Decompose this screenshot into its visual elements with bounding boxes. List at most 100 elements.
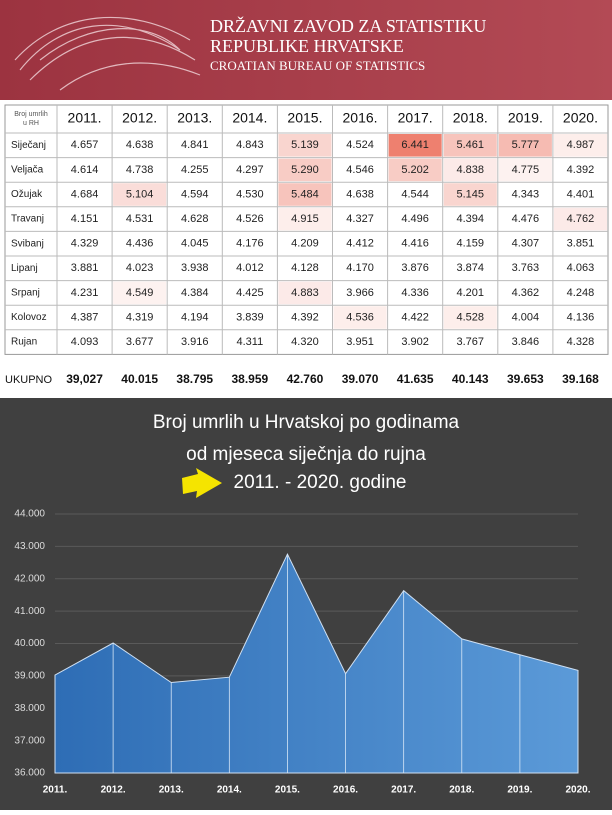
table-cell: 4.684 <box>71 188 99 200</box>
table-cell: 4.476 <box>512 213 540 225</box>
row-header: Rujan <box>11 337 37 348</box>
table: Broj umrlih u RH 2011. 2012. 2013. 2014. 2015.… <box>4 104 609 386</box>
table-cell: 4.915 <box>291 213 319 225</box>
table-cell: 4.412 <box>346 238 374 250</box>
cell-shade <box>443 183 497 206</box>
table-cell: 3.839 <box>236 311 264 323</box>
table-cell: 5.104 <box>126 188 154 200</box>
table-cell: 5.461 <box>456 139 484 151</box>
table-border <box>4 104 609 355</box>
row-header: Lipanj <box>11 263 38 274</box>
plot: 36.000 37.000 38.000 39.000 40.000 41.000 42.0… <box>14 509 590 796</box>
row-header: Veljača <box>11 165 44 176</box>
total-cell: 39.168 <box>562 372 599 386</box>
column-header: 2020. <box>563 110 598 126</box>
table-cell: 4.387 <box>71 311 99 323</box>
x-tick-label: 2020. <box>565 785 590 796</box>
table-cell: 4.392 <box>291 311 319 323</box>
table-cell: 4.045 <box>181 238 209 250</box>
table-cell: 4.526 <box>236 213 264 225</box>
table-cell: 4.023 <box>126 262 154 274</box>
table-cell: 4.841 <box>181 139 209 151</box>
row-header: Ožujak <box>11 189 43 200</box>
table-cell: 3.902 <box>401 336 429 348</box>
cell-shade <box>443 134 497 157</box>
table-cell: 5.202 <box>401 164 429 176</box>
corner-label: u RH <box>23 120 39 127</box>
table-cell: 4.320 <box>291 336 319 348</box>
table-cell: 4.136 <box>567 311 595 323</box>
table-cell: 4.775 <box>512 164 540 176</box>
table-cell: 4.496 <box>401 213 429 225</box>
cell-shade <box>278 134 332 157</box>
table-cell: 4.311 <box>236 336 263 348</box>
cell-shade <box>333 306 387 329</box>
total-label: UKUPNO <box>5 374 53 386</box>
cell-shade <box>278 158 332 182</box>
table-cell: 4.159 <box>456 238 484 250</box>
total-cell: 39,027 <box>66 372 103 386</box>
table-cell: 5.139 <box>291 139 319 151</box>
table-cell: 4.329 <box>71 238 99 250</box>
table-cell: 4.425 <box>236 287 264 299</box>
x-tick-label: 2014. <box>217 785 242 796</box>
table-cell: 4.392 <box>567 164 595 176</box>
table-cell: 4.883 <box>291 287 319 299</box>
y-tick-label: 41.000 <box>14 606 45 617</box>
column-header: 2016. <box>343 110 378 126</box>
column-header: 2017. <box>398 110 433 126</box>
table-cell: 3.763 <box>512 262 540 274</box>
x-tick-label: 2017. <box>391 785 416 796</box>
x-tick-label: 2019. <box>507 785 532 796</box>
column-header: 2012. <box>122 110 157 126</box>
table-cell: 4.209 <box>291 238 319 250</box>
y-tick-label: 40.000 <box>14 638 45 649</box>
table-cell: 4.151 <box>71 213 99 225</box>
table-cell: 4.297 <box>236 164 264 176</box>
table-cell: 4.012 <box>236 262 264 274</box>
x-tick-label: 2012. <box>101 785 126 796</box>
table-cell: 3.851 <box>567 238 595 250</box>
x-tick-label: 2018. <box>449 785 474 796</box>
table-cell: 5.145 <box>456 188 484 200</box>
table-cell: 4.638 <box>346 188 374 200</box>
table-cell: 4.987 <box>567 139 595 151</box>
table-cell: 3.938 <box>181 262 209 274</box>
table-cell: 6.441 <box>401 139 429 151</box>
table-cell: 4.248 <box>567 287 595 299</box>
cell-shade <box>388 134 442 157</box>
table-cell: 4.394 <box>456 213 484 225</box>
x-tick-label: 2015. <box>275 785 300 796</box>
table-cell: 4.176 <box>236 238 264 250</box>
table-cell: 4.170 <box>346 262 374 274</box>
header-line: CROATIAN BUREAU OF STATISTICS <box>210 58 425 73</box>
total-cell: 42.760 <box>287 372 324 386</box>
table-cell: 4.319 <box>126 311 154 323</box>
header-line: REPUBLIKE HRVATSKE <box>210 36 404 56</box>
table-cell: 4.343 <box>512 188 540 200</box>
header-banner <box>0 0 612 100</box>
arrow-icon <box>182 468 222 498</box>
logo-swoosh <box>14 16 201 91</box>
total-cell: 40.143 <box>452 372 489 386</box>
table-cell: 3.874 <box>456 262 484 274</box>
column-header: 2013. <box>177 110 212 126</box>
cell-shade <box>113 183 167 206</box>
table-cell: 5.290 <box>291 164 319 176</box>
cell-shade <box>278 281 332 305</box>
row-header: Travanj <box>11 214 44 225</box>
cell-shade <box>498 134 552 157</box>
table-cell: 4.544 <box>401 188 429 200</box>
total-cell: 41.635 <box>397 372 434 386</box>
y-tick-label: 36.000 <box>14 768 45 779</box>
table-cell: 4.336 <box>401 287 429 299</box>
table-cell: 4.657 <box>71 139 99 151</box>
table-cell: 4.328 <box>567 336 595 348</box>
cell-shade <box>388 158 442 182</box>
cell-shade <box>278 207 332 231</box>
column-header: 2015. <box>287 110 322 126</box>
total-cell: 40.015 <box>121 372 158 386</box>
chart-title: Broj umrlih u Hrvatskoj po godinama <box>153 412 460 433</box>
table-cell: 3.846 <box>512 336 540 348</box>
